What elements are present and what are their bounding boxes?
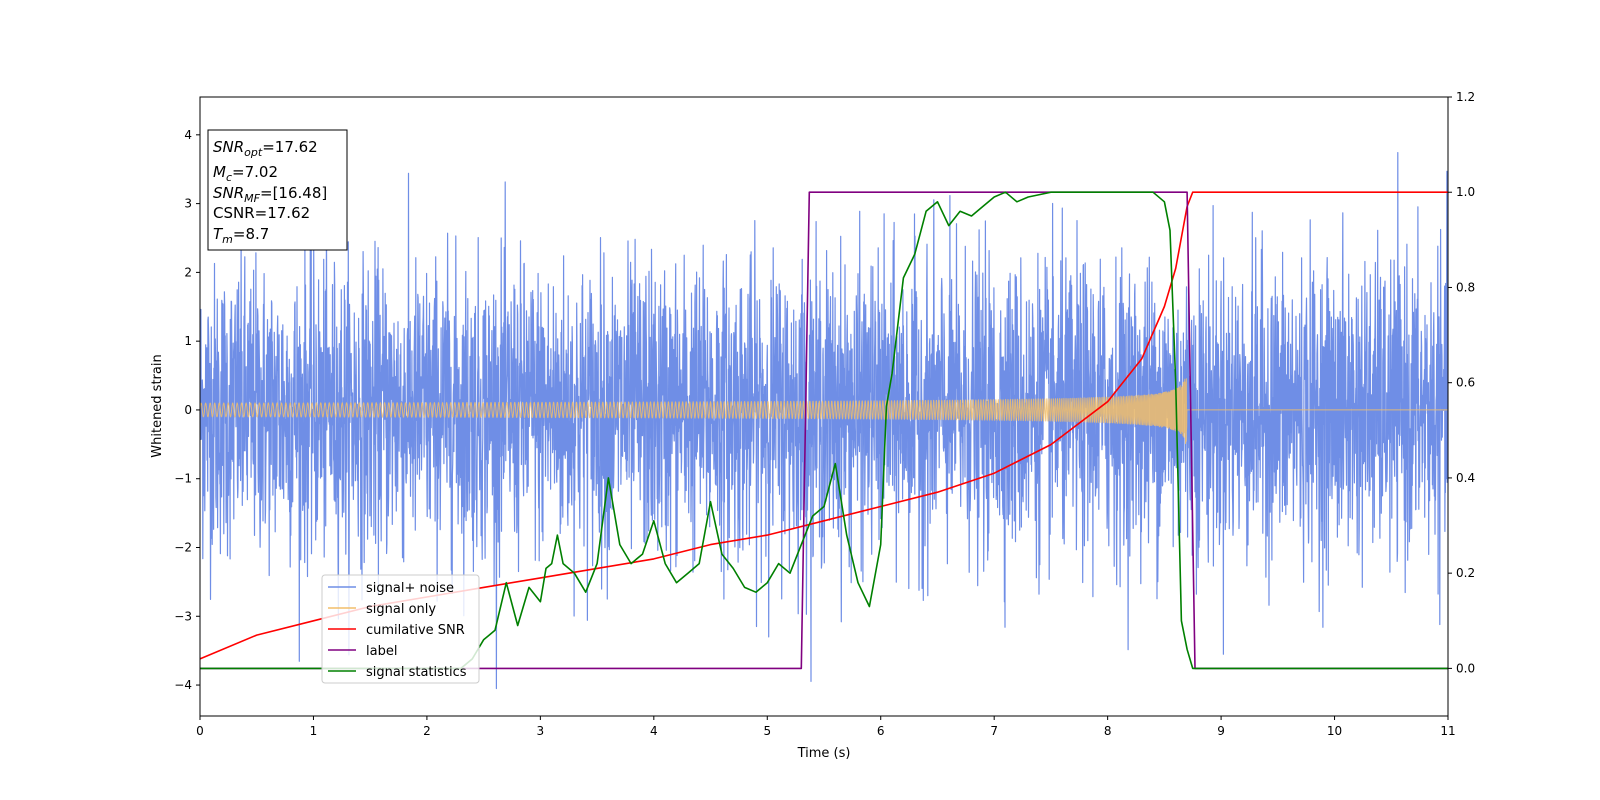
legend-label: signal+ noise [366,581,454,596]
annotation-sub: MF [244,192,260,205]
annotation-base: SNR [213,138,244,156]
x-tick-label: 1 [310,724,318,738]
y-tick-label-left: −3 [174,609,192,623]
annotation-sub: opt [244,146,263,159]
y-tick-label-left: 2 [184,265,192,279]
series-line-1 [200,378,1448,444]
annotation-line: Mc=7.02 [213,163,278,184]
x-tick-label: 10 [1327,724,1342,738]
x-tick-label: 7 [990,724,998,738]
x-tick-label: 5 [763,724,771,738]
y-tick-label-right: 0.2 [1456,566,1475,580]
annotation-line: CSNR=17.62 [213,204,310,222]
x-tick-label: 9 [1217,724,1225,738]
annotation-base: M [213,163,226,181]
x-tick-label: 11 [1440,724,1455,738]
y-tick-label-right: 0.4 [1456,471,1475,485]
x-tick-label: 2 [423,724,431,738]
series-line-4 [200,191,1448,670]
y-tick-label-left: 3 [184,197,192,211]
annotation-base: CSNR [213,204,255,222]
legend: signal+ noise signal only cumilative SNR la… [321,574,480,684]
plot-frame [199,96,1449,717]
x-axis-label: Time (s) [797,746,851,761]
y-tick-label-left: 4 [184,128,192,142]
annotation-box: SNRopt=17.62Mc=7.02SNRMF=[16.48]CSNR=17.… [207,129,348,251]
ticks-layer: 0 1 2 3 4 5 6 7 8 9 10 11 −4 −3 −2 −1 0 1 2 3 4 0.0 0.2 0.4 0.6 0… [174,90,1475,738]
y-tick-label-left: 1 [184,334,192,348]
y-tick-label-right: 0.8 [1456,280,1475,294]
annotation-base: T [213,225,224,243]
x-tick-label: 4 [650,724,658,738]
y-tick-label-left: −1 [174,472,192,486]
legend-label: cumilative SNR [366,623,465,638]
annotation-line: Tm=8.7 [213,225,269,246]
y-axis-label: Whitened strain [150,354,165,457]
annotation-rest: =17.62 [262,138,318,156]
annotation-rest: =17.62 [255,204,311,222]
annotation-rest: =8.7 [233,225,269,243]
x-tick-label: 0 [196,724,204,738]
y-tick-label-right: 1.0 [1456,185,1475,199]
y-tick-label-right: 0.6 [1456,376,1475,390]
annotation-rest: =7.02 [232,163,278,181]
annotation-rest: =[16.48] [260,184,327,202]
annotation-base: SNR [213,184,244,202]
x-tick-label: 6 [877,724,885,738]
y-tick-label-left: −4 [174,678,192,692]
annotation-line: SNRopt=17.62 [213,138,318,159]
legend-frame [321,574,480,684]
y-tick-label-left: −2 [174,540,192,554]
legend-label: label [366,644,397,659]
annotation-line: SNRMF=[16.48] [213,184,327,205]
x-tick-label: 8 [1104,724,1112,738]
legend-label: signal statistics [366,665,467,680]
annotation-sub: m [222,233,233,246]
y-tick-label-right: 1.2 [1456,90,1475,104]
annotation-sub: c [226,171,232,184]
legend-label: signal only [366,602,436,617]
series-line-0 [200,152,1448,690]
annotation-frame [207,129,348,251]
x-tick-label: 3 [537,724,545,738]
y-tick-label-left: 0 [184,403,192,417]
y-tick-label-right: 0.0 [1456,661,1475,675]
